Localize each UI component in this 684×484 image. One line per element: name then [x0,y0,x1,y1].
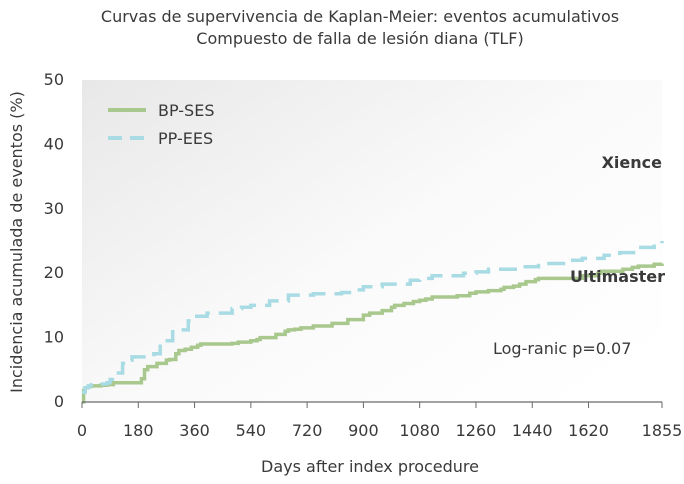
x-tick-label: 1440 [512,421,553,440]
y-tick-label: 10 [44,328,64,347]
plot-background [82,80,662,402]
series-line-pp-ees [82,241,664,395]
series-line-bp-ses [81,262,664,404]
x-tick-label: 900 [348,421,379,440]
y-tick-label: 20 [44,263,64,282]
x-tick-label: 720 [292,421,323,440]
x-tick-label: 180 [123,421,154,440]
logrank-annotation: Log-ranic p=0.07 [493,339,631,358]
y-tick-label: 50 [44,70,64,89]
chart-title-line2: Compuesto de falla de lesión diana (TLF) [196,29,523,48]
y-axis-ticks: 0 10 20 30 40 50 [44,70,64,411]
x-tick-label: 1855 [642,421,683,440]
y-axis-label: Incidencia acumulada de eventos (%) [7,91,26,393]
legend-label-bp-ses: BP-SES [158,101,214,120]
x-tick-label: 0 [77,421,87,440]
chart-title-line1: Curvas de supervivencia de Kaplan-Meier:… [101,7,619,26]
x-tick-label: 1620 [568,421,609,440]
x-axis-ticks: 0 180 360 540 720 900 1080 1260 1440 1620 1855 [77,402,682,440]
y-tick-label: 30 [44,199,64,218]
x-tick-label: 1080 [399,421,440,440]
series-end-label-xience: Xience [602,153,663,172]
y-tick-label: 40 [44,134,64,153]
legend-label-pp-ees: PP-EES [158,129,213,148]
x-tick-label: 540 [236,421,267,440]
x-tick-label: 1260 [456,421,497,440]
series-end-label-ultimaster: Ultimaster [570,267,665,286]
y-tick-label: 0 [54,392,64,411]
x-tick-label: 360 [179,421,210,440]
legend: BP-SES PP-EES [108,101,214,148]
x-axis-label: Days after index procedure [261,457,479,476]
series-layer [81,241,664,404]
